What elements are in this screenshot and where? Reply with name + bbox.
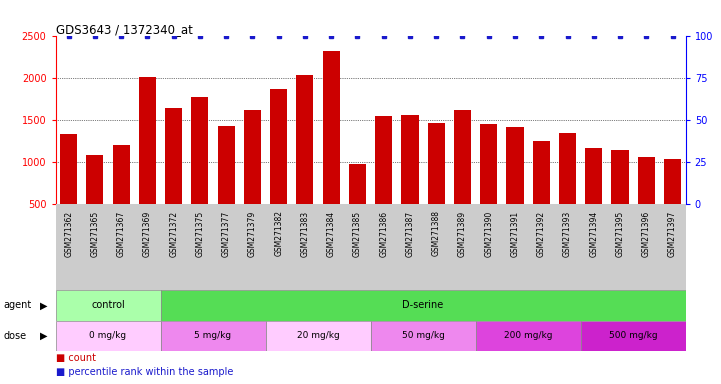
Text: 200 mg/kg: 200 mg/kg [504,331,552,341]
Text: GSM271394: GSM271394 [589,210,598,257]
Bar [375,116,392,245]
Bar [296,75,314,245]
Text: ▶: ▶ [40,300,47,310]
Bar [270,89,287,245]
Text: GSM271384: GSM271384 [327,210,336,257]
Bar [265,321,371,351]
Text: GSM271396: GSM271396 [642,210,651,257]
Text: GSM271387: GSM271387 [405,210,415,257]
Text: GSM271393: GSM271393 [563,210,572,257]
Text: GSM271367: GSM271367 [117,210,125,257]
Text: GSM271379: GSM271379 [248,210,257,257]
Text: 500 mg/kg: 500 mg/kg [609,331,658,341]
Text: GSM271372: GSM271372 [169,210,178,257]
Bar [56,321,161,351]
Text: 50 mg/kg: 50 mg/kg [402,331,445,341]
Bar [533,141,550,245]
Bar [585,148,602,245]
Text: GSM271362: GSM271362 [64,210,73,257]
Bar [349,164,366,245]
Text: GSM271375: GSM271375 [195,210,205,257]
Bar [161,290,686,321]
Bar [165,108,182,245]
Bar [161,321,265,351]
Bar [611,150,629,245]
Bar [87,156,103,245]
Text: GDS3643 / 1372340_at: GDS3643 / 1372340_at [56,23,193,36]
Bar [371,321,476,351]
Text: ▶: ▶ [40,331,47,341]
Text: 5 mg/kg: 5 mg/kg [195,331,231,341]
Bar [139,77,156,245]
Text: GSM271382: GSM271382 [274,210,283,257]
Bar [56,290,161,321]
Bar [323,51,340,245]
Bar [191,98,208,245]
Bar [476,321,580,351]
Bar [428,123,445,245]
Bar [60,134,77,245]
Text: ■ percentile rank within the sample: ■ percentile rank within the sample [56,367,233,377]
Text: GSM271388: GSM271388 [432,210,441,257]
Text: D-serine: D-serine [402,300,443,310]
Bar [244,110,261,245]
Bar [218,126,235,245]
Text: GSM271386: GSM271386 [379,210,388,257]
Text: GSM271391: GSM271391 [510,210,520,257]
Bar [454,110,471,245]
Text: GSM271383: GSM271383 [301,210,309,257]
Text: agent: agent [4,300,32,310]
Text: GSM271365: GSM271365 [90,210,99,257]
Bar [506,127,523,245]
Bar [112,145,130,245]
Text: GSM271397: GSM271397 [668,210,677,257]
Text: GSM271389: GSM271389 [458,210,467,257]
Text: 20 mg/kg: 20 mg/kg [297,331,340,341]
Bar [580,321,686,351]
Bar [480,124,497,245]
Text: GSM271369: GSM271369 [143,210,152,257]
Text: GSM271390: GSM271390 [485,210,493,257]
Text: GSM271392: GSM271392 [536,210,546,257]
Text: GSM271385: GSM271385 [353,210,362,257]
Text: control: control [91,300,125,310]
Bar [638,157,655,245]
Bar [664,159,681,245]
Text: 0 mg/kg: 0 mg/kg [89,331,127,341]
Text: GSM271377: GSM271377 [221,210,231,257]
Bar [559,133,576,245]
Text: ■ count: ■ count [56,353,95,363]
Text: GSM271395: GSM271395 [616,210,624,257]
Bar [402,116,418,245]
Text: dose: dose [4,331,27,341]
